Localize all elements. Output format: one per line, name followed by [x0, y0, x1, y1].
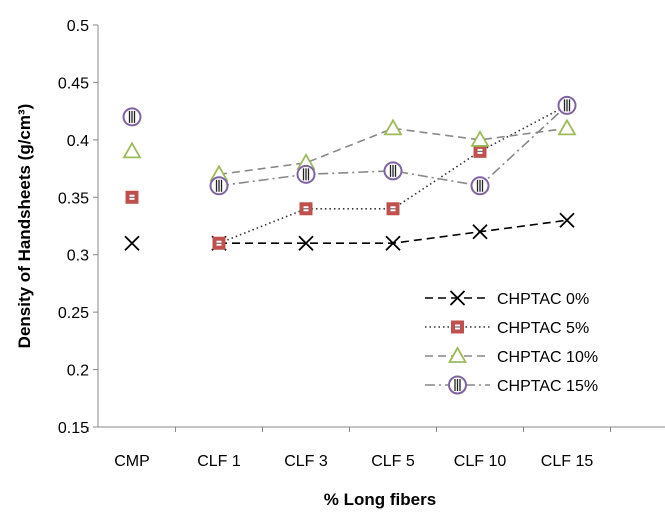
legend-marker: [448, 375, 467, 395]
y-axis-title: Density of Handsheets (g/cm³): [15, 104, 34, 349]
data-point: [559, 212, 575, 228]
x-axis-title: % Long fibers: [324, 490, 436, 509]
legend-label: CHPTAC 5%: [497, 320, 589, 337]
y-tick-label: 0.15: [58, 420, 89, 437]
legend-item: CHPTAC 0%: [425, 290, 589, 308]
data-point: [470, 130, 490, 147]
y-tick-label: 0.45: [58, 75, 89, 92]
series-markers: [122, 95, 577, 251]
legend-item: CHPTAC 15%: [425, 375, 598, 395]
y-axis-ticks: 0.15 0.2 0.25 0.3 0.35 0.4 0.45 0.5: [58, 18, 98, 437]
data-point: [299, 202, 313, 216]
data-point: [385, 235, 401, 251]
data-point: [125, 190, 139, 204]
data-point: [209, 176, 229, 196]
legend-marker: [451, 320, 464, 334]
legend-item: CHPTAC 10%: [425, 346, 598, 366]
legend-marker: [449, 290, 466, 306]
x-tick-label: CLF 10: [454, 453, 507, 470]
data-point: [296, 164, 316, 184]
data-point: [472, 224, 488, 240]
data-point: [473, 144, 487, 158]
data-point: [122, 107, 142, 127]
data-point: [124, 235, 140, 251]
data-point: [386, 202, 400, 216]
y-tick-label: 0.5: [67, 18, 89, 35]
legend-label: CHPTAC 0%: [497, 291, 589, 308]
x-tick-label: CLF 3: [284, 453, 328, 470]
x-axis-ticks: CMP CLF 1 CLF 3 CLF 5 CLF 10 CLF 15: [88, 427, 611, 470]
x-tick-label: CLF 1: [197, 453, 241, 470]
y-tick-label: 0.25: [58, 305, 89, 322]
y-tick-label: 0.2: [67, 363, 89, 380]
data-point: [557, 118, 577, 136]
x-tick-label: CLF 15: [541, 453, 594, 470]
data-point: [470, 176, 490, 196]
legend-label: CHPTAC 15%: [497, 378, 598, 395]
legend: CHPTAC 0% CHPTAC 5% CHPTAC 10% CHPTAC 15%: [425, 290, 598, 395]
x-tick-label: CMP: [114, 453, 150, 470]
data-point: [383, 118, 403, 136]
legend-label: CHPTAC 10%: [497, 349, 598, 366]
data-point: [122, 141, 142, 159]
data-point: [212, 236, 226, 250]
x-tick-label: CLF 5: [371, 453, 415, 470]
data-point: [383, 161, 403, 181]
y-tick-label: 0.3: [67, 248, 89, 265]
y-tick-label: 0.4: [67, 133, 89, 150]
data-point: [557, 95, 577, 115]
series-line: [219, 219, 568, 245]
data-point: [298, 235, 314, 251]
y-tick-label: 0.35: [58, 190, 89, 207]
legend-marker: [447, 346, 468, 363]
legend-item: CHPTAC 5%: [425, 320, 589, 337]
series-line: [218, 127, 568, 176]
